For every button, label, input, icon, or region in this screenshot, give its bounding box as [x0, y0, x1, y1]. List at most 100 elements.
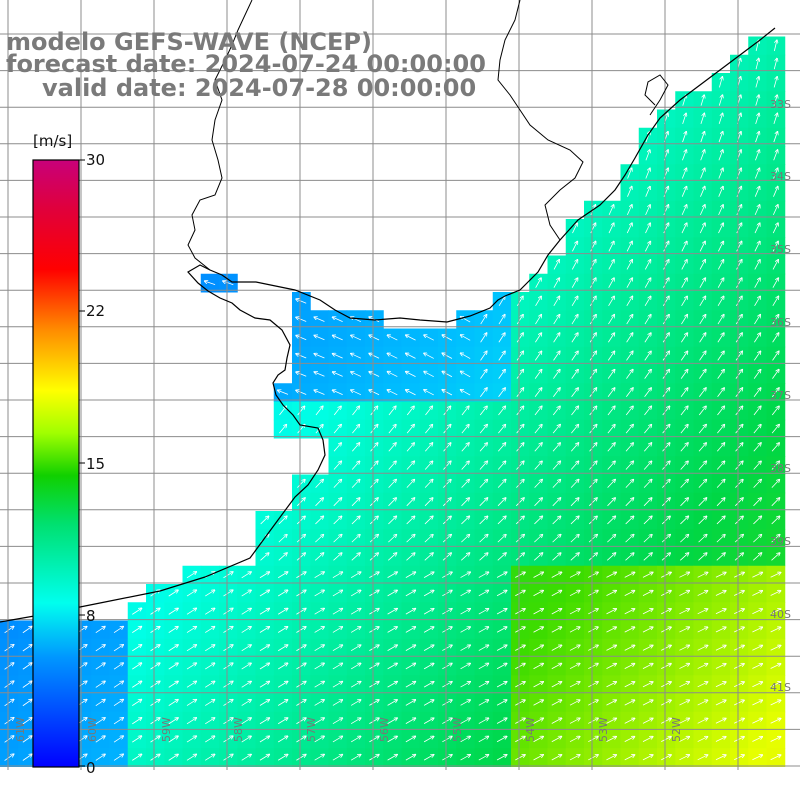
wind-vector-arrow: [663, 260, 669, 270]
wind-vector-arrow: [735, 296, 742, 307]
wind-vector-arrow: [589, 296, 596, 307]
wind-vector-arrow: [772, 241, 778, 252]
wind-vector-arrow: [314, 317, 325, 322]
wind-vector-arrow: [627, 187, 631, 197]
wind-vector-arrow: [553, 278, 559, 288]
border-line: [497, 0, 584, 241]
wind-vector-arrow: [699, 205, 705, 216]
wind-vector-arrow: [773, 187, 777, 197]
lat-label: 41S: [770, 681, 791, 694]
colorbar-tick-label: 22: [86, 302, 106, 320]
wind-vector-arrow: [608, 296, 615, 307]
wind-vector-arrow: [608, 205, 614, 216]
lon-label: 55W: [451, 717, 464, 742]
wind-vector-arrow: [736, 241, 742, 252]
wind-vector-arrow: [535, 278, 541, 288]
wind-vector-arrow: [682, 132, 687, 143]
wind-vector-arrow: [699, 278, 705, 288]
wind-vector-arrow: [699, 260, 705, 270]
wind-vector-arrow: [681, 205, 687, 216]
wind-vector-arrow: [571, 315, 578, 325]
wind-vector-arrow: [681, 187, 686, 197]
wind-vector-arrow: [681, 296, 688, 307]
wind-vector-arrow: [627, 168, 632, 179]
wind-vector-arrow: [736, 278, 741, 288]
wind-vector-arrow: [717, 296, 724, 307]
wind-vector-arrow: [773, 59, 777, 70]
wind-vector-arrow: [772, 296, 779, 307]
wind-vector-arrow: [590, 278, 595, 288]
colorbar-tick-label: 15: [86, 455, 106, 473]
wind-vector-arrow: [773, 40, 777, 52]
wind-vector-arrow: [553, 260, 559, 270]
wind-vector-arrow: [571, 260, 577, 270]
wind-vector-arrow: [645, 205, 651, 216]
colorbar-tick-label: 0: [86, 759, 96, 777]
wind-vector-arrow: [553, 315, 560, 325]
wind-vector-arrow: [772, 260, 778, 270]
wind-vector-arrow: [717, 260, 723, 270]
wind-vector-arrow: [718, 205, 724, 216]
wind-vector-arrow: [718, 95, 722, 106]
wind-vector-arrow: [754, 260, 760, 270]
wind-vector-arrow: [754, 278, 760, 288]
wind-vector-arrow: [718, 241, 723, 252]
lat-label: 38S: [770, 462, 791, 475]
wind-vector-arrow: [681, 241, 687, 252]
wind-vector-arrow: [755, 113, 759, 124]
forecast-date: forecast date: 2024-07-24 00:00:00: [6, 50, 486, 78]
lon-label: 61W: [14, 717, 27, 742]
valid-date: valid date: 2024-07-28 00:00:00: [42, 74, 477, 102]
wind-vector-arrow: [205, 281, 216, 286]
wind-vector-arrow: [700, 187, 704, 197]
wind-vector-arrow: [644, 260, 650, 270]
wind-vector-arrow: [718, 223, 723, 234]
colorbar-unit: [m/s]: [33, 132, 73, 150]
wind-vector-arrow: [645, 223, 650, 234]
wind-vector-arrow: [608, 223, 614, 234]
wind-vector-arrow: [699, 223, 705, 234]
wind-vector-arrow: [626, 223, 632, 234]
wind-vector-arrow: [682, 113, 686, 124]
wind-vector-arrow: [626, 278, 632, 288]
wind-vector-arrow: [718, 113, 722, 124]
wind-vector-arrow: [736, 260, 742, 270]
wind-vector-arrow: [571, 278, 577, 288]
wind-vector-arrow: [772, 205, 778, 216]
lon-label: 59W: [160, 717, 173, 742]
wind-vector-arrow: [553, 296, 560, 307]
wind-vector-arrow: [754, 205, 760, 216]
wind-vector-arrow: [626, 296, 633, 307]
lat-label: 37S: [770, 389, 791, 402]
lon-label: 58W: [232, 717, 245, 742]
wind-vector-arrow: [755, 95, 759, 106]
wind-vector-arrow: [681, 168, 686, 179]
wind-vector-arrow: [535, 296, 542, 307]
wind-vector-arrow: [700, 95, 704, 106]
lon-label: 57W: [305, 717, 318, 742]
wind-vector-arrow: [700, 168, 705, 179]
wind-vector-arrow: [700, 132, 705, 143]
wind-vector-arrow: [590, 260, 596, 270]
wind-vector-arrow: [754, 223, 760, 234]
wind-vector-arrow: [626, 241, 632, 252]
wind-vector-arrow: [296, 317, 307, 322]
wind-vector-arrow: [663, 278, 668, 288]
lon-label: 52W: [670, 717, 683, 742]
wind-vector-arrow: [645, 168, 650, 179]
wind-vector-arrow: [663, 241, 669, 252]
lon-label: 53W: [597, 717, 610, 742]
wind-vector-arrow: [754, 241, 760, 252]
wind-vector-arrow: [773, 168, 778, 179]
wind-vector-arrow: [718, 168, 723, 179]
wind-vector-arrow: [773, 95, 777, 106]
wind-vector-arrow: [754, 187, 759, 197]
wind-vector-arrow: [681, 278, 687, 288]
wind-vector-arrow: [754, 296, 761, 307]
wind-vector-arrow: [535, 315, 541, 325]
wind-vector-arrow: [571, 296, 578, 307]
lat-label: 35S: [770, 243, 791, 256]
wind-vector-arrow: [718, 150, 723, 161]
wind-vector-arrow: [644, 278, 650, 288]
